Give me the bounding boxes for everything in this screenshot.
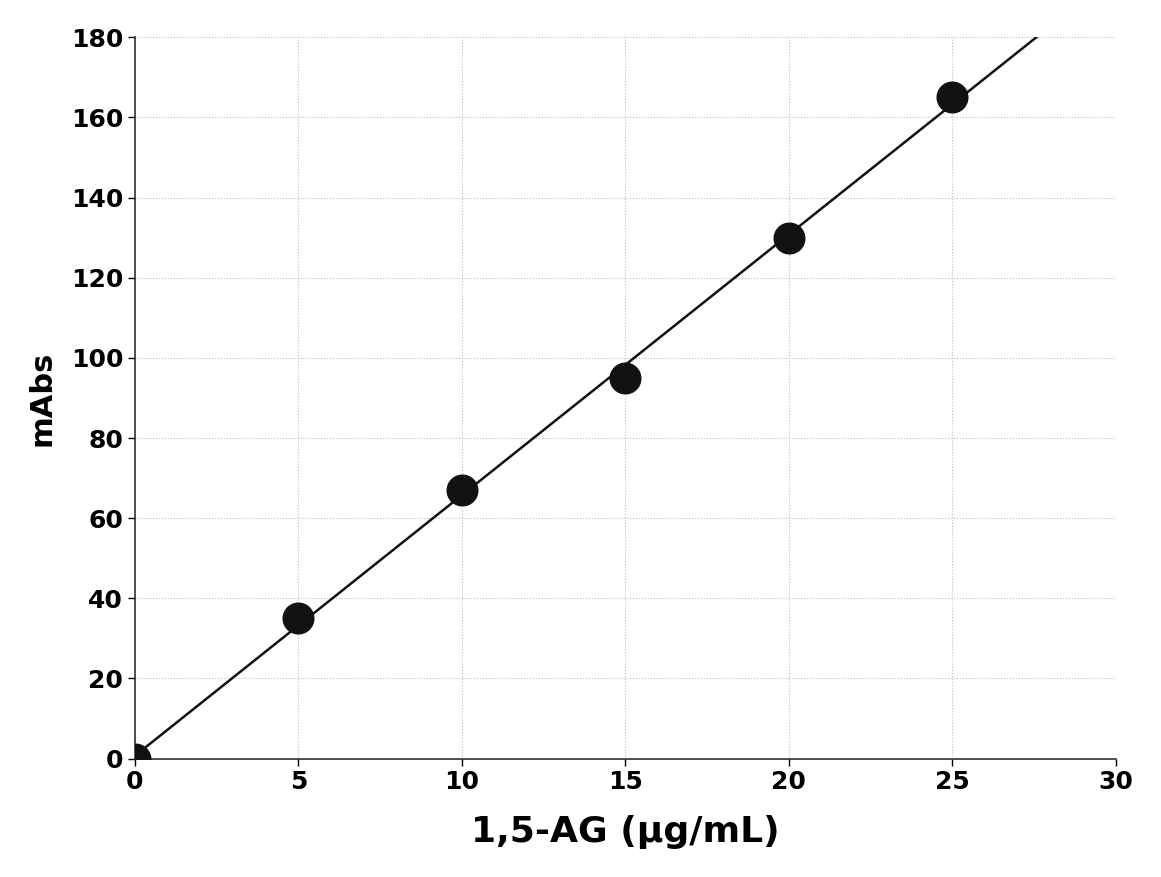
Point [779, 231, 798, 245]
Point [453, 483, 471, 497]
Point [943, 90, 961, 104]
Point [125, 752, 144, 766]
Point [616, 371, 635, 385]
X-axis label: 1,5-AG (μg/mL): 1,5-AG (μg/mL) [471, 816, 780, 849]
Point [289, 611, 308, 625]
Y-axis label: mAbs: mAbs [28, 350, 57, 446]
